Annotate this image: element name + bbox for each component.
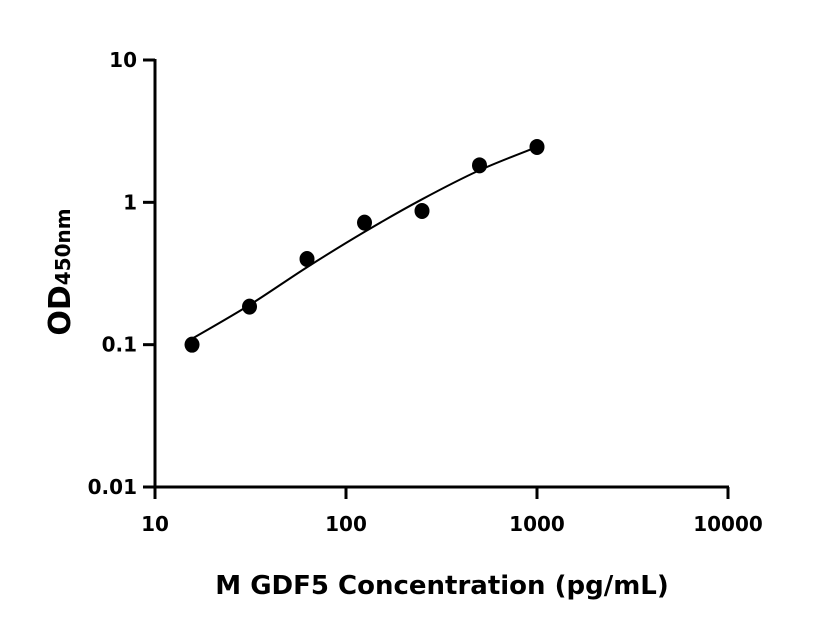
data-point bbox=[299, 250, 315, 267]
data-point bbox=[184, 336, 200, 353]
x-tick-label: 100 bbox=[325, 512, 367, 536]
x-ticks: 10 100 1000 10000 bbox=[141, 487, 763, 536]
y-axis-label-main: OD bbox=[43, 285, 78, 335]
data-point bbox=[357, 214, 373, 231]
data-point bbox=[242, 298, 258, 315]
x-axis-label: M GDF5 Concentration (pg/mL) bbox=[215, 571, 668, 601]
y-tick-label: 1 bbox=[123, 190, 137, 214]
x-tick-label: 10000 bbox=[693, 512, 763, 536]
y-tick-label: 0.1 bbox=[102, 333, 137, 357]
y-axis-label-sub: 450nm bbox=[51, 208, 75, 285]
y-axis-label: OD450nm bbox=[43, 208, 78, 335]
x-tick-label: 10 bbox=[141, 512, 169, 536]
y-ticks: 0.01 0.1 1 10 bbox=[88, 48, 155, 499]
axes bbox=[153, 59, 729, 489]
y-tick-label: 10 bbox=[109, 48, 137, 72]
data-point bbox=[414, 202, 430, 219]
data-point bbox=[472, 157, 488, 174]
data-points bbox=[184, 138, 545, 353]
data-point bbox=[529, 138, 545, 155]
x-tick-label: 1000 bbox=[509, 512, 565, 536]
y-tick-label: 0.01 bbox=[88, 475, 137, 499]
